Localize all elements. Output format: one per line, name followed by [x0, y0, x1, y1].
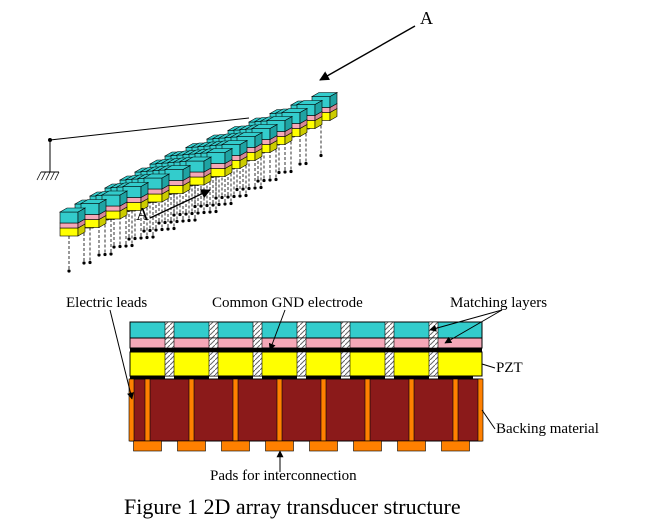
label-common-gnd: Common GND electrode: [212, 295, 363, 312]
label-pads: Pads for interconnection: [210, 468, 357, 485]
figure-svg: [0, 0, 650, 527]
isometric-array: [60, 93, 337, 273]
label-A-left: A: [136, 204, 149, 225]
label-matching-layers: Matching layers: [450, 295, 547, 312]
figure-caption: Figure 1 2D array transducer structure: [124, 494, 461, 520]
label-pzt: PZT: [496, 360, 523, 377]
label-electric-leads: Electric leads: [66, 295, 147, 312]
label-backing: Backing material: [496, 421, 599, 438]
cross-section: [110, 310, 502, 472]
label-A-top: A: [420, 8, 433, 29]
